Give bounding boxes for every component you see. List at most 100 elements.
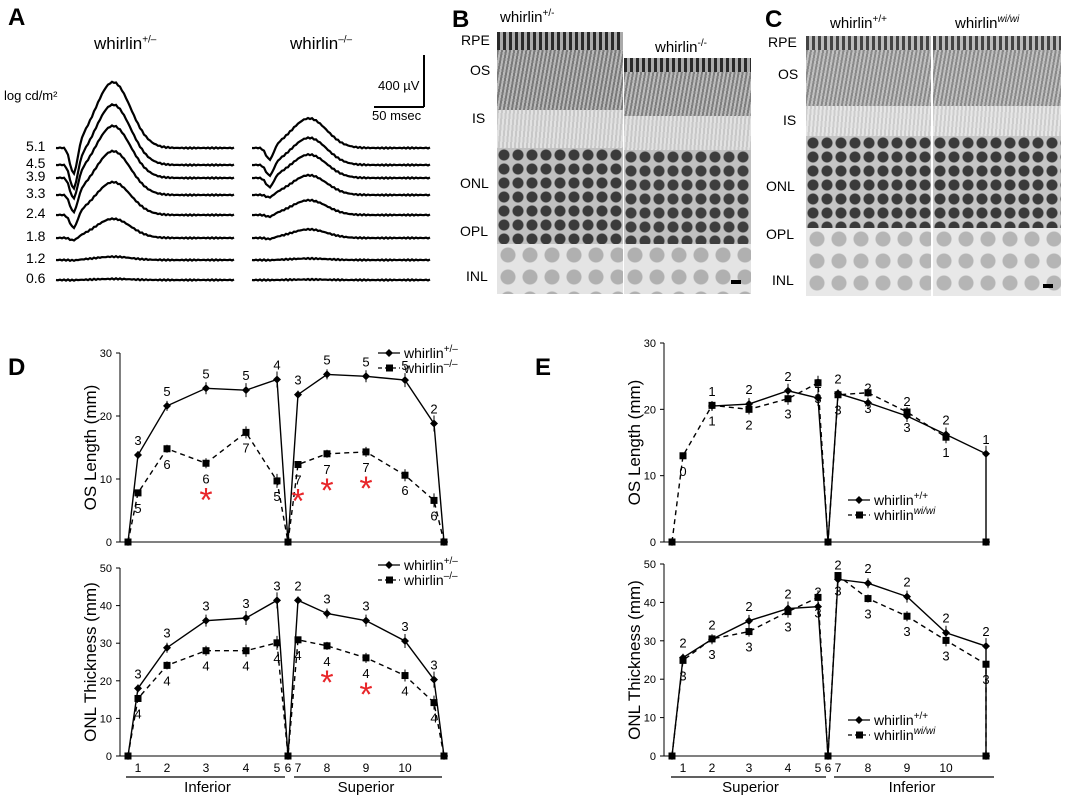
sample-size-label: 2	[903, 575, 910, 590]
x-tick-label: 10	[939, 761, 953, 775]
sample-size-label: 5	[362, 354, 369, 369]
layer-rpe-c: RPE	[768, 34, 797, 50]
sample-size-label: 3	[430, 658, 437, 673]
data-point	[668, 538, 676, 546]
scale-voltage: 400 µV	[378, 78, 420, 93]
sample-size-label: 3	[679, 668, 686, 683]
intensity-label: 2.4	[26, 205, 46, 221]
y-tick-label: 20	[100, 676, 112, 688]
sample-size-label: 2	[942, 413, 949, 428]
sample-size-label: 2	[294, 578, 301, 593]
sample-size-label: 7	[323, 462, 330, 477]
significance-star: *	[320, 472, 333, 510]
sample-size-label: 2	[784, 369, 791, 384]
y-tick-label: 0	[650, 537, 656, 549]
sample-size-label: 4	[273, 357, 280, 372]
intensity-label: 4.5	[26, 155, 46, 171]
legend-label: whirlin+/+	[873, 711, 928, 728]
x-tick-label: 6	[285, 761, 292, 775]
group-label: Inferior	[889, 779, 936, 796]
panel-label-d: D	[8, 354, 26, 381]
sample-size-label: 5	[134, 501, 141, 516]
data-point	[124, 752, 132, 760]
legend-label: whirlin+/–	[403, 556, 458, 573]
layer-onl-c: ONL	[766, 178, 795, 194]
erg-trace-het	[55, 149, 235, 215]
x-tick-label: 1	[135, 761, 142, 775]
erg-trace-ko	[251, 136, 431, 178]
x-tick-label: 7	[295, 761, 302, 775]
legend-marker	[855, 716, 863, 724]
panel-label-c: C	[765, 6, 783, 33]
x-tick-label: 8	[865, 761, 872, 775]
series-line	[671, 574, 987, 757]
legend-marker	[856, 511, 863, 519]
data-point	[440, 538, 448, 546]
y-axis-label: OS Length (mm)	[625, 380, 644, 506]
intensity-header: log cd/m²	[4, 88, 58, 103]
sample-size-label: 4	[202, 659, 209, 674]
histology-whirlin-ko	[624, 58, 751, 294]
intensity-label: 1.2	[26, 250, 46, 266]
sample-size-label: 1	[942, 445, 949, 460]
x-tick-label: 2	[164, 761, 171, 775]
sample-size-label: 4	[401, 684, 408, 699]
y-axis-label: OS Length (mm)	[81, 385, 100, 511]
erg-trace-ko	[251, 116, 431, 162]
y-tick-label: 30	[644, 636, 656, 648]
sample-size-label: 4	[294, 648, 301, 663]
sample-size-label: 2	[834, 557, 841, 572]
sample-size-label: 4	[430, 711, 437, 726]
x-tick-label: 2	[709, 761, 716, 775]
sample-size-label: 5	[202, 366, 209, 381]
significance-star: *	[199, 481, 212, 519]
legend-marker	[856, 731, 863, 739]
intensity-label: 1.8	[26, 228, 46, 244]
layer-os-b: OS	[470, 62, 491, 78]
layer-opl-b: OPL	[460, 223, 489, 239]
erg-left-title: whirlin+/–	[94, 34, 157, 53]
sample-size-label: 3	[784, 407, 791, 422]
sample-size-label: 3	[323, 591, 330, 606]
y-tick-label: 20	[100, 411, 112, 423]
scale-time: 50 msec	[372, 108, 422, 123]
sample-size-label: 3	[294, 373, 301, 388]
sample-size-label: 2	[982, 624, 989, 639]
histo-b-left-title: whirlin+/-	[500, 8, 555, 26]
y-tick-label: 40	[644, 597, 656, 609]
y-tick-label: 30	[100, 348, 112, 360]
intensity-label: 3.3	[26, 185, 46, 201]
sample-size-label: 6	[401, 483, 408, 498]
sample-size-label: 3	[903, 624, 910, 639]
histology-whirlin-wt	[806, 36, 931, 296]
x-tick-label: 8	[324, 761, 331, 775]
legend-label: whirlin+/+	[873, 491, 928, 508]
sample-size-label: 3	[163, 626, 170, 641]
x-tick-label: 7	[835, 761, 842, 775]
sample-size-label: 2	[745, 417, 752, 432]
erg-trace-het	[55, 80, 235, 177]
x-tick-label: 10	[398, 761, 412, 775]
sample-size-label: 3	[745, 640, 752, 655]
x-tick-label: 5	[815, 761, 822, 775]
legend-marker	[386, 364, 393, 372]
sample-size-label: 1	[708, 384, 715, 399]
sample-size-label: 5	[163, 384, 170, 399]
y-tick-label: 0	[106, 751, 112, 763]
group-label: Superior	[722, 779, 779, 796]
layer-inl-c: INL	[772, 272, 794, 288]
legend-label: whirlinwi/wi	[873, 506, 936, 523]
sample-size-label: 4	[163, 673, 170, 688]
panel-label-b: B	[452, 6, 470, 33]
x-tick-label: 9	[363, 761, 370, 775]
legend-label: whirlinwi/wi	[873, 726, 936, 743]
data-point	[824, 752, 832, 760]
sample-size-label: 4	[273, 651, 280, 666]
sample-size-label: 4	[323, 654, 330, 669]
histo-c-right-title: whirlinwi/wi	[955, 14, 1020, 32]
histology-whirlin-wiwi	[933, 36, 1061, 296]
sample-size-label: 2	[745, 599, 752, 614]
sample-size-label: 4	[362, 666, 369, 681]
sample-size-label: 5	[242, 368, 249, 383]
